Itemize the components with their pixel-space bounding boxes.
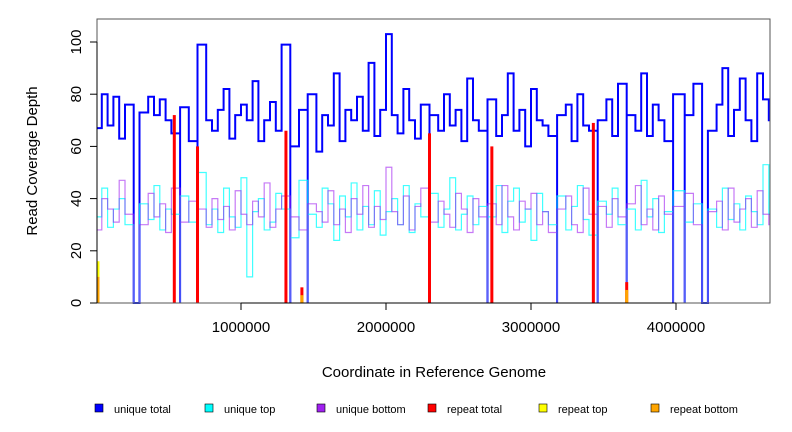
y-tick-label: 20 bbox=[68, 242, 85, 259]
x-tick-label: 1000000 bbox=[212, 319, 270, 336]
series-repeat-total-bar bbox=[172, 115, 176, 303]
series-unique-total-line bbox=[97, 33, 770, 304]
x-tick-label: 4000000 bbox=[647, 319, 705, 336]
series-repeat-total-bar bbox=[428, 133, 431, 303]
y-tick-label: 80 bbox=[68, 86, 85, 103]
legend-label: repeat total bbox=[447, 404, 502, 416]
legend-item-repeat-total: repeat total bbox=[427, 403, 502, 416]
y-tick-label: 100 bbox=[68, 29, 85, 54]
y-tick-label: 0 bbox=[68, 299, 85, 307]
y-tick-label: 40 bbox=[68, 190, 85, 207]
legend-swatch bbox=[427, 403, 437, 413]
legend-item-unique-bottom: unique bottom bbox=[316, 403, 406, 416]
series-repeat-total-bar bbox=[196, 146, 199, 303]
legend-swatch bbox=[94, 403, 104, 413]
legend-swatch bbox=[316, 403, 326, 413]
legend-item-unique-top: unique top bbox=[204, 403, 275, 416]
y-axis-label: Read Coverage Depth bbox=[24, 86, 41, 235]
legend-swatch bbox=[650, 403, 660, 413]
legend-item-repeat-bottom: repeat bottom bbox=[650, 403, 738, 416]
series-unique-top-line bbox=[97, 164, 770, 304]
legend-label: repeat bottom bbox=[670, 404, 738, 416]
x-axis: 1000000 2000000 3000000 4000000 bbox=[212, 302, 705, 336]
y-axis: 0 20 40 60 80 100 bbox=[68, 29, 98, 307]
legend-label: repeat top bbox=[558, 404, 608, 416]
series-repeat-bottom-bar bbox=[96, 276, 100, 303]
y-tick-label: 60 bbox=[68, 138, 85, 155]
legend-label: unique total bbox=[114, 404, 171, 416]
x-tick-label: 3000000 bbox=[502, 319, 560, 336]
series-repeat-total-bar bbox=[300, 287, 304, 303]
series-repeat-bottom-bar bbox=[625, 289, 629, 303]
series-unique-bottom-line bbox=[97, 166, 770, 304]
legend-label: unique top bbox=[224, 404, 275, 416]
legend-item-unique-total: unique total bbox=[94, 403, 171, 416]
legend-item-repeat-top: repeat top bbox=[538, 403, 608, 416]
x-tick-label: 2000000 bbox=[357, 319, 415, 336]
legend: unique total unique top unique bottom repea… bbox=[94, 403, 738, 416]
legend-label: unique bottom bbox=[336, 404, 406, 416]
series-repeat-total-bar bbox=[591, 122, 595, 303]
legend-swatch bbox=[204, 403, 214, 413]
series-repeat-total-bar bbox=[490, 146, 494, 303]
legend-swatch bbox=[538, 403, 548, 413]
x-axis-label: Coordinate in Reference Genome bbox=[322, 364, 546, 381]
series-repeat-total-bar bbox=[284, 130, 288, 303]
series-layer bbox=[96, 33, 770, 304]
series-repeat-bottom-bar bbox=[300, 295, 304, 303]
